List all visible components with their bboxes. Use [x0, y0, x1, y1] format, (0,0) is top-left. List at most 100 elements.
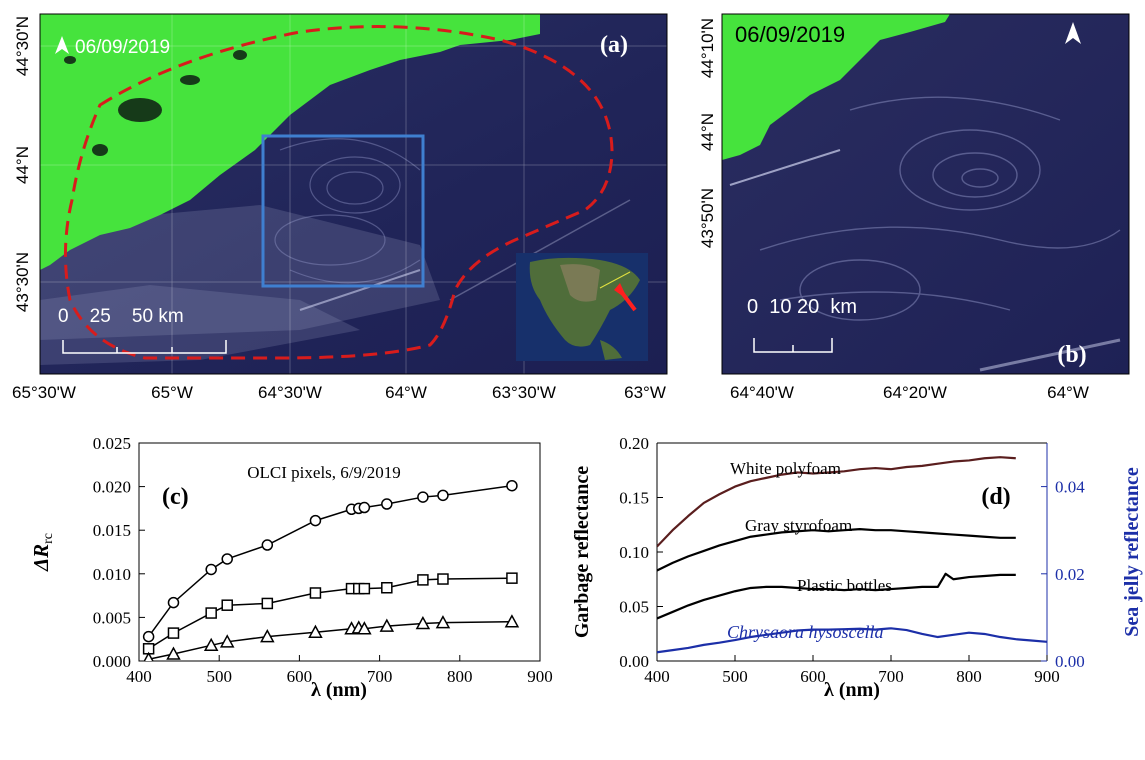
- chart-d-panel-label: (d): [981, 484, 1010, 510]
- contrail: [729, 149, 841, 186]
- panel-b-lat-labels: 44°10'N 44°N 43°50'N: [698, 18, 717, 248]
- chart-c-panel-label: (c): [162, 484, 189, 510]
- data-point-triangle: [166, 646, 181, 660]
- lon-label: 64°20'W: [883, 383, 947, 402]
- y2-tick-label: 0.02: [1055, 565, 1085, 584]
- x-tick-label: 900: [527, 667, 553, 686]
- cloud-haze: [40, 285, 360, 365]
- y-tick-label: 0.15: [619, 489, 649, 508]
- x-tick-label: 500: [206, 667, 232, 686]
- series-line-triangle: [148, 621, 512, 660]
- data-point-triangle: [379, 618, 395, 632]
- data-point-circle: [261, 539, 274, 551]
- zoom-box: [261, 134, 425, 288]
- chart-c-ticks: 400 500 600 700 800 900 0.000 0.005 0.010 0.015 0.…: [93, 434, 553, 686]
- data-point-square: [261, 597, 274, 610]
- data-point-square: [309, 587, 322, 599]
- data-point-triangle: [308, 624, 323, 638]
- chart-c-frame: [138, 442, 541, 662]
- chart-c-ylabel-main: ΔRrc: [29, 533, 56, 572]
- series-line-plastic-bottles: [657, 572, 1016, 620]
- x-tick-label: 600: [800, 667, 826, 686]
- chart-d-xlabel: λ (nm): [824, 679, 880, 701]
- panel-b-lon-labels: 64°40'W 64°20'W 64°W: [730, 383, 1089, 402]
- lat-label: 44°N: [698, 113, 717, 151]
- data-point-triangle: [435, 615, 451, 629]
- chart-c-series: [142, 479, 520, 661]
- chart-c: 400 500 600 700 800 900 0.000 0.005 0.010 0.015 0.…: [29, 434, 553, 701]
- scale-bar-label: 0 25 50 km: [58, 306, 184, 327]
- y-tick-label: 0.00: [619, 652, 649, 671]
- x-tick-label: 800: [447, 667, 473, 686]
- panel-a-lon-labels: 65°30'W 65°W 64°30'W 64°W 63°30'W 63°W: [12, 383, 666, 402]
- data-point-square: [221, 599, 233, 611]
- land-lakes: [64, 50, 247, 156]
- lon-label: 64°W: [385, 383, 427, 402]
- eddy-swirls: [274, 138, 421, 284]
- y-tick-label: 0.20: [619, 434, 649, 453]
- y-tick-label: 0.020: [93, 478, 131, 497]
- scale-bar: [62, 340, 227, 354]
- series-line-white-polyfoam: [657, 456, 1016, 548]
- y-tick-label: 0.025: [93, 434, 131, 453]
- series-label-white-polyfoam: White polyfoam: [730, 459, 841, 478]
- data-point-square: [417, 574, 429, 586]
- panel-b-map: 06/09/2019 (b) 0 10 20 km: [722, 14, 1129, 374]
- panel-b-frame: [721, 13, 1130, 375]
- panel-b-date: 06/09/2019: [735, 22, 845, 47]
- lon-label: 65°W: [151, 383, 193, 402]
- chart-d-ylabel: Garbage reflectance: [571, 466, 593, 638]
- chart-d-y2label: Sea jelly reflectance: [1121, 467, 1143, 637]
- data-point-triangle: [504, 614, 520, 628]
- data-point-square: [358, 582, 371, 595]
- data-point-circle: [381, 498, 393, 510]
- lon-label: 65°30'W: [12, 383, 76, 402]
- chart-d-ticks: 400 500 600 700 800 9000.000.050.100.150.200.…: [619, 434, 1085, 686]
- x-tick-label: 800: [956, 667, 982, 686]
- lon-label: 63°W: [624, 383, 666, 402]
- x-tick-label: 700: [878, 667, 904, 686]
- series-label-gray-styrofoam: Gray styrofoam: [745, 516, 852, 535]
- land-nova-scotia: [40, 14, 540, 270]
- contrail: [299, 269, 421, 311]
- ylabel-text: ΔR: [29, 544, 53, 572]
- chart-c-xlabel: λ (nm): [311, 679, 367, 701]
- y-tick-label: 0.005: [93, 608, 131, 627]
- chart-c-title: OLCI pixels, 6/9/2019: [247, 463, 400, 482]
- data-point-circle: [205, 563, 217, 576]
- series-label-plastic-bottles: Plastic bottles: [797, 576, 892, 595]
- y-tick-label: 0.010: [93, 565, 131, 584]
- scale-bar: [753, 338, 833, 353]
- data-point-circle: [506, 479, 518, 492]
- lat-label: 43°50'N: [698, 188, 717, 248]
- data-point-triangle: [143, 651, 154, 661]
- lat-label: 44°N: [13, 146, 32, 184]
- panel-a-lat-labels: 44°30'N 44°N 43°30'N: [13, 16, 32, 312]
- x-tick-label: 400: [126, 667, 152, 686]
- y-tick-label: 0.000: [93, 652, 131, 671]
- panel-a-date: 06/09/2019: [75, 37, 170, 58]
- lon-label: 64°W: [1047, 383, 1089, 402]
- x-tick-label: 900: [1034, 667, 1060, 686]
- lat-label: 43°30'N: [13, 252, 32, 312]
- data-point-square: [205, 607, 217, 619]
- data-point-circle: [309, 514, 322, 527]
- chart-c-ylabel: ΔRrc: [29, 533, 56, 572]
- data-point-square: [167, 627, 180, 639]
- data-point-triangle: [203, 637, 219, 652]
- eddy-swirls: [759, 96, 1121, 321]
- data-point-triangle: [357, 621, 372, 635]
- north-arrow-icon: [1065, 22, 1081, 44]
- data-point-square: [437, 573, 449, 585]
- y2-tick-label: 0.04: [1055, 478, 1085, 497]
- ylabel-subscript: rc: [41, 533, 56, 544]
- x-tick-label: 500: [722, 667, 748, 686]
- data-point-circle: [221, 553, 233, 565]
- scale-bar-label: 0 10 20 km: [747, 296, 857, 318]
- panel-a-label: (a): [600, 32, 628, 58]
- data-point-triangle: [219, 634, 235, 648]
- series-line-square: [148, 577, 512, 650]
- x-tick-label: 700: [367, 667, 393, 686]
- land-nova-scotia: [722, 14, 950, 160]
